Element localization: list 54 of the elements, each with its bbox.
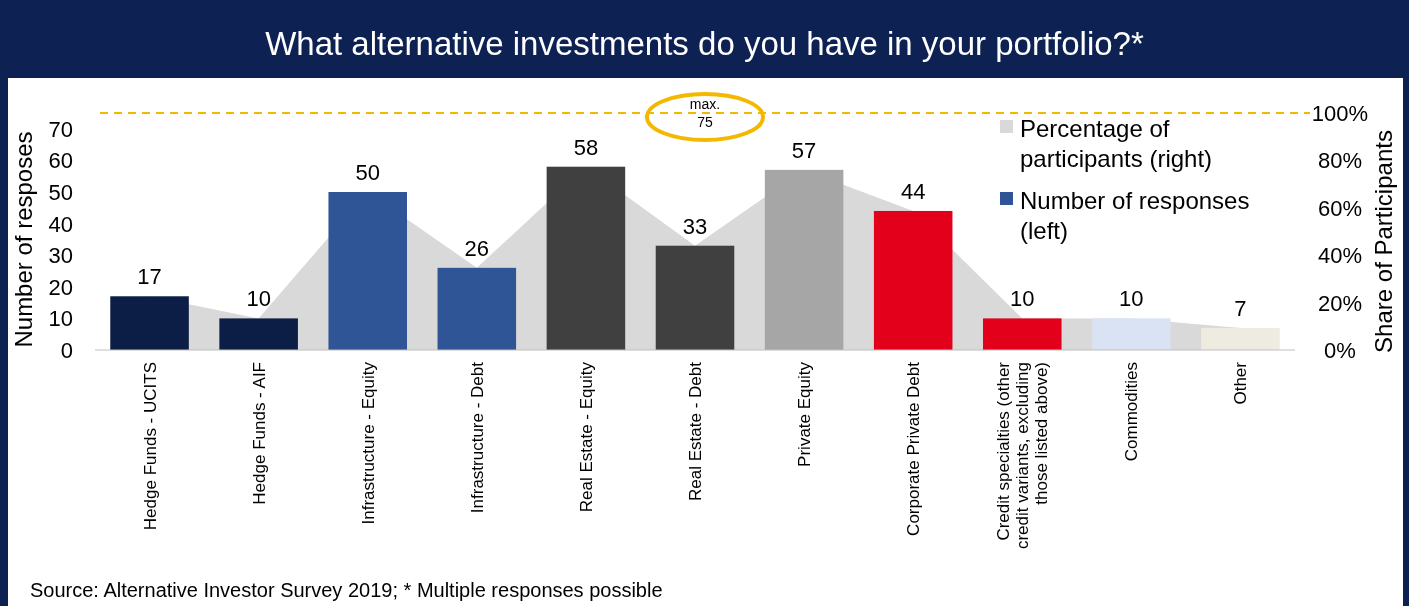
y2-axis-title: Share of Participants — [1370, 130, 1397, 353]
bar — [437, 267, 517, 350]
bar — [1092, 318, 1171, 350]
x-tick-label: Hedge Funds - UCITS — [140, 362, 160, 531]
x-tick-label: Commodities — [1122, 362, 1142, 462]
data-label: 10 — [246, 286, 271, 312]
bar — [328, 192, 407, 350]
data-label: 58 — [573, 134, 599, 160]
bar — [764, 169, 844, 350]
x-tick-label: Other — [1231, 361, 1251, 405]
y-axis-title: Number of resposes — [10, 131, 37, 348]
y2-tick-label: 20% — [1317, 290, 1363, 316]
legend-label: Percentage of participants (right) — [1020, 115, 1213, 172]
x-tick-label: Hedge Funds - AIF — [249, 362, 269, 505]
y2-tick-label: 40% — [1317, 243, 1363, 269]
x-tick-label: Credit specialties (other credit variants, excluding those listed above) — [994, 361, 1052, 550]
data-label: 10 — [1119, 286, 1144, 312]
y-tick-label: 20 — [48, 274, 73, 300]
x-tick-label: Infrastructure - Debt — [467, 361, 487, 514]
x-tick-label: Corporate Private Debt — [904, 361, 924, 536]
data-label: 44 — [900, 178, 926, 204]
y-tick-label: 50 — [48, 180, 73, 205]
x-tick-label: Real Estate - Equity — [576, 361, 596, 513]
y2-tick-label: 80% — [1317, 148, 1363, 174]
y-tick-label: 30 — [48, 243, 73, 269]
data-label: 17 — [137, 264, 162, 290]
x-tick-label: Infrastructure - Equity — [358, 361, 378, 525]
source-note: Source: Alternative Investor Survey 2019; * Multiple responses possible — [30, 579, 663, 601]
y2-tick-label: 100% — [1311, 101, 1369, 126]
y-tick-label: 60 — [48, 148, 73, 174]
data-label: 7 — [1234, 295, 1247, 321]
bar — [546, 166, 626, 350]
ref-line-label: max. 75 — [689, 96, 721, 130]
bar — [655, 245, 735, 350]
y-tick-label: 10 — [48, 306, 73, 332]
bar — [873, 210, 953, 350]
data-label: 50 — [355, 160, 380, 185]
legend-label: Number of responses (left) — [1020, 187, 1250, 244]
chart-title: What alternative investments do you have in your portfolio?* — [265, 25, 1144, 62]
bar — [1201, 327, 1280, 350]
bar — [110, 296, 189, 350]
bar — [983, 318, 1062, 350]
data-label: 57 — [791, 137, 817, 163]
y-tick-label: 40 — [48, 211, 73, 237]
y2-tick-label: 60% — [1317, 195, 1363, 221]
data-label: 10 — [1010, 286, 1035, 312]
y2-tick-label: 0% — [1324, 338, 1356, 363]
data-label: 33 — [682, 213, 708, 239]
y-tick-label: 70 — [48, 116, 73, 142]
x-tick-label: Private Equity — [795, 361, 815, 467]
bar — [219, 318, 298, 350]
y-tick-label: 0 — [60, 338, 73, 363]
x-tick-label: Real Estate - Debt — [686, 361, 705, 501]
data-label: 26 — [464, 235, 490, 261]
